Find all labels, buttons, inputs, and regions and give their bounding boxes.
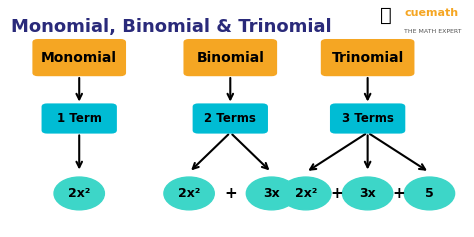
Text: 2x²: 2x² xyxy=(68,187,91,200)
FancyBboxPatch shape xyxy=(322,40,413,75)
Ellipse shape xyxy=(54,177,104,210)
Text: Monomial, Binomial & Trinomial: Monomial, Binomial & Trinomial xyxy=(10,18,331,36)
Text: THE MATH EXPERT: THE MATH EXPERT xyxy=(404,29,462,35)
Text: cuemath: cuemath xyxy=(404,9,458,18)
FancyBboxPatch shape xyxy=(43,105,116,132)
Text: +: + xyxy=(224,186,237,201)
Text: 1 Term: 1 Term xyxy=(57,112,101,125)
Ellipse shape xyxy=(246,177,297,210)
Text: 🚀: 🚀 xyxy=(380,6,392,25)
Ellipse shape xyxy=(342,177,393,210)
FancyBboxPatch shape xyxy=(184,40,276,75)
Ellipse shape xyxy=(164,177,214,210)
FancyBboxPatch shape xyxy=(34,40,125,75)
Text: 3x: 3x xyxy=(263,187,280,200)
Text: 2x²: 2x² xyxy=(295,187,317,200)
Text: Trinomial: Trinomial xyxy=(331,51,404,65)
Text: +: + xyxy=(392,186,405,201)
Text: Monomial: Monomial xyxy=(41,51,117,65)
Text: 5: 5 xyxy=(425,187,434,200)
Ellipse shape xyxy=(281,177,331,210)
Text: 2x²: 2x² xyxy=(178,187,201,200)
FancyBboxPatch shape xyxy=(331,105,404,132)
Text: 2 Terms: 2 Terms xyxy=(204,112,256,125)
Ellipse shape xyxy=(404,177,455,210)
FancyBboxPatch shape xyxy=(194,105,267,132)
Text: 3x: 3x xyxy=(359,187,376,200)
Text: +: + xyxy=(330,186,343,201)
Text: 3 Terms: 3 Terms xyxy=(342,112,393,125)
Text: Binomial: Binomial xyxy=(196,51,264,65)
